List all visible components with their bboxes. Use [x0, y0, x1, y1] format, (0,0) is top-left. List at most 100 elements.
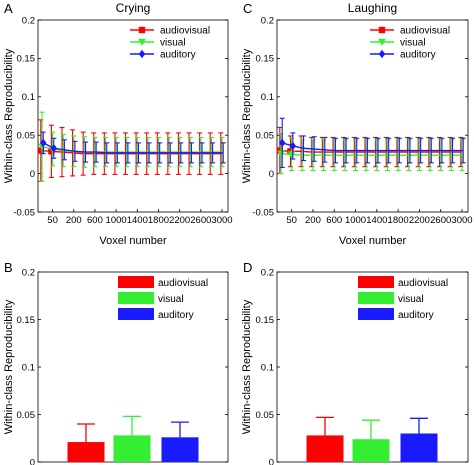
y-tick-label: 0 [30, 457, 35, 465]
x-tick-label: 1800 [388, 215, 409, 226]
legend-marker [138, 49, 146, 59]
y-tick-label: 0.15 [256, 315, 275, 326]
y-tick-label: 0.1 [261, 362, 274, 373]
chart-title: Laughing [348, 1, 397, 15]
bar-audiovisual [67, 442, 105, 462]
axes-frame [37, 19, 229, 213]
legend-label: visual [158, 294, 184, 305]
y-tick-label: 0.2 [22, 15, 35, 26]
x-tick-label: 1400 [366, 215, 387, 226]
legend-label: audiovisual [398, 278, 448, 289]
y-tick-label: 0.05 [17, 410, 36, 421]
y-tick-label: -0.05 [252, 207, 274, 218]
x-tick-label: 3000 [211, 215, 232, 226]
y-tick-label: 0.1 [22, 92, 35, 103]
panel-a: A Crying -0.05 0 0.05 0.1 0.15 0.2 Within-class … [3, 1, 233, 247]
x-axis-label: Voxel number [339, 235, 407, 247]
panel-letter: B [4, 260, 13, 275]
series-audiovisual [37, 119, 224, 182]
x-tick-label: 2200 [409, 215, 430, 226]
legend-swatch [118, 308, 154, 320]
y-tick-label: 0.1 [22, 362, 35, 373]
y-tick-label: 0.2 [261, 15, 274, 26]
x-tick-label: 200 [305, 215, 321, 226]
x-tick-label: 50 [47, 215, 58, 226]
legend-marker [378, 49, 386, 59]
data-point [40, 138, 47, 148]
legend-label: audiovisual [158, 278, 208, 289]
x-tick-label: 50 [286, 215, 297, 226]
chart-title: Crying [116, 1, 151, 15]
x-tick-label: 2200 [169, 215, 190, 226]
legend-swatch [358, 308, 394, 320]
legend-label: auditory [160, 50, 196, 61]
series-visual [277, 133, 465, 175]
data-point [37, 147, 44, 154]
data-point [289, 141, 297, 151]
bar-auditory [161, 437, 199, 462]
bar-auditory [400, 433, 438, 462]
x-tick-label: 1000 [106, 215, 127, 226]
series-line [40, 149, 221, 155]
legend-marker [138, 26, 146, 34]
legend-swatch [118, 292, 154, 304]
legend-label: audiovisual [160, 26, 210, 37]
data-point [287, 151, 296, 159]
x-tick-label: 200 [66, 215, 82, 226]
legend-marker [378, 26, 386, 34]
y-tick-label: 0 [269, 169, 274, 180]
panel-letter: A [4, 1, 13, 16]
panel-b: B 0 0.05 0.1 0.15 0.2 Within-class Reproducibi… [3, 260, 229, 465]
y-tick-label: 0.1 [261, 92, 274, 103]
y-tick-label: 0.15 [17, 54, 36, 65]
y-tick-label: 0.15 [256, 54, 275, 65]
legend-label: audiovisual [400, 26, 450, 37]
y-tick-label: 0.05 [256, 131, 275, 142]
x-tick-label: 1800 [148, 215, 169, 226]
legend-label: visual [400, 38, 426, 49]
series-auditory [279, 117, 466, 169]
x-tick-label: 2600 [430, 215, 451, 226]
panel-letter: C [243, 1, 252, 16]
series-line [41, 146, 222, 153]
legend: audiovisual visual auditory [118, 276, 208, 321]
data-point [279, 138, 286, 148]
x-tick-label: 600 [87, 215, 103, 226]
y-tick-label: 0.05 [256, 410, 275, 421]
legend-label: auditory [158, 310, 194, 321]
legend-swatch [358, 276, 394, 288]
y-tick-label: 0 [269, 457, 274, 465]
x-tick-label: 2600 [190, 215, 211, 226]
series-line [282, 142, 464, 152]
x-axis-label: Voxel number [99, 235, 167, 247]
x-tick-label: 1000 [345, 215, 366, 226]
series-auditory [40, 131, 226, 164]
legend-label: visual [160, 38, 186, 49]
series-line [42, 142, 224, 154]
y-axis-label: Within-class Reproducibility [3, 48, 15, 183]
data-point [277, 150, 285, 158]
legend-marker [138, 38, 146, 46]
x-tick-label: 1400 [127, 215, 148, 226]
y-tick-label: 0.2 [22, 267, 35, 278]
panel-c: C Laughing -0.05 0 0.05 0.1 0.15 0.2 Within-clas… [241, 1, 473, 247]
legend-marker [378, 38, 386, 46]
x-tick-label: 600 [326, 215, 342, 226]
legend-swatch [118, 276, 154, 288]
bar-visual [352, 439, 390, 462]
series-line [279, 149, 461, 153]
legend-swatch [358, 292, 394, 304]
legend-label: auditory [398, 310, 434, 321]
series-line [280, 152, 462, 156]
y-axis-label: Within-class Reproducibility [241, 299, 253, 434]
legend-label: visual [398, 294, 424, 305]
legend: audiovisual visual auditory [358, 276, 448, 321]
y-tick-label: 0.15 [17, 315, 36, 326]
panel-letter: D [243, 260, 252, 275]
panel-d: D 0 0.05 0.1 0.15 0.2 Within-class Reproducibi… [241, 260, 469, 465]
y-tick-label: 0.05 [17, 131, 36, 142]
y-axis-label: Within-class Reproducibility [241, 48, 253, 183]
